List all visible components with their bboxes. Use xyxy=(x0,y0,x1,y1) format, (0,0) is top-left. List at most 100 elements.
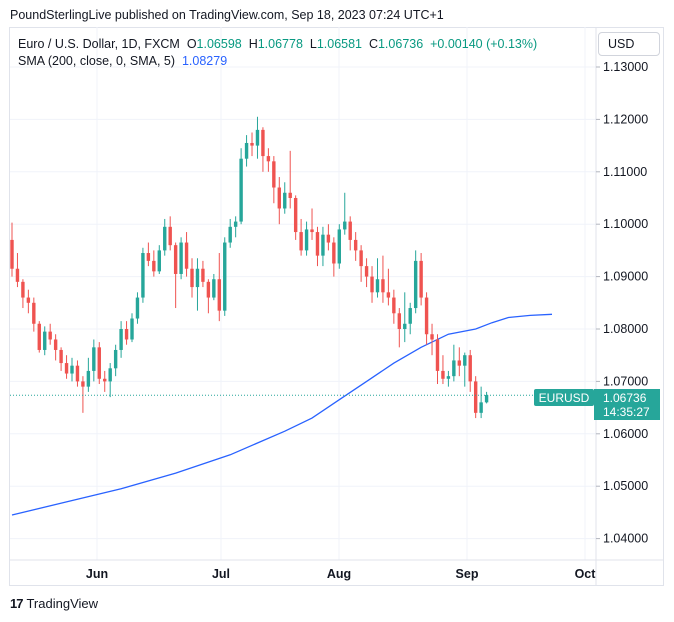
candle[interactable] xyxy=(70,357,74,382)
candle[interactable] xyxy=(261,127,265,172)
candle[interactable] xyxy=(283,182,287,214)
candle[interactable] xyxy=(168,216,172,251)
candle[interactable] xyxy=(435,334,440,385)
candle[interactable] xyxy=(119,321,123,358)
candle[interactable] xyxy=(364,258,369,288)
candle[interactable] xyxy=(113,344,118,377)
candle[interactable] xyxy=(484,391,489,404)
candle[interactable] xyxy=(206,279,211,314)
candle[interactable] xyxy=(130,313,134,343)
candle[interactable] xyxy=(272,156,276,204)
candle[interactable] xyxy=(184,232,189,277)
candle[interactable] xyxy=(381,255,385,303)
candle[interactable] xyxy=(288,150,292,209)
candle[interactable] xyxy=(255,116,260,159)
candle[interactable] xyxy=(250,132,254,157)
candle[interactable] xyxy=(403,292,407,343)
candle[interactable] xyxy=(190,258,194,298)
candle[interactable] xyxy=(97,342,101,385)
candle[interactable] xyxy=(223,237,227,316)
candle-body xyxy=(315,232,320,256)
candle[interactable] xyxy=(408,302,412,335)
candle[interactable] xyxy=(233,216,238,238)
candle[interactable] xyxy=(244,135,249,167)
candle[interactable] xyxy=(468,349,472,392)
candle[interactable] xyxy=(157,245,161,274)
candle[interactable] xyxy=(59,347,63,371)
candle[interactable] xyxy=(81,376,85,413)
candle[interactable] xyxy=(419,253,423,306)
tradingview-footer[interactable]: 17 TradingView xyxy=(10,596,98,611)
candle[interactable] xyxy=(15,253,20,288)
y-tick-label: 1.13000 xyxy=(603,60,648,74)
candle[interactable] xyxy=(26,289,31,314)
candle[interactable] xyxy=(353,232,358,261)
candle[interactable] xyxy=(413,250,418,314)
candle[interactable] xyxy=(277,177,281,225)
candle[interactable] xyxy=(32,297,36,332)
candle[interactable] xyxy=(10,222,14,277)
candle[interactable] xyxy=(64,355,69,379)
candle[interactable] xyxy=(266,148,271,172)
candle[interactable] xyxy=(201,260,205,288)
candle[interactable] xyxy=(441,355,445,385)
candle[interactable] xyxy=(179,237,183,280)
candle[interactable] xyxy=(53,334,58,361)
candle[interactable] xyxy=(146,242,151,267)
candle[interactable] xyxy=(299,218,303,256)
candle[interactable] xyxy=(457,347,462,377)
candle[interactable] xyxy=(228,218,232,248)
candle[interactable] xyxy=(473,376,478,419)
candle[interactable] xyxy=(326,224,331,251)
currency-button[interactable]: USD xyxy=(598,32,660,56)
candle[interactable] xyxy=(195,258,200,311)
candle[interactable] xyxy=(108,363,112,398)
candle[interactable] xyxy=(48,323,52,345)
candle[interactable] xyxy=(141,247,145,303)
candle[interactable] xyxy=(86,357,91,392)
candle[interactable] xyxy=(37,321,41,353)
candle[interactable] xyxy=(315,226,320,267)
candle[interactable] xyxy=(173,242,178,309)
candle[interactable] xyxy=(293,195,298,240)
candle[interactable] xyxy=(392,289,396,324)
candle[interactable] xyxy=(304,221,309,256)
symbol-legend-row[interactable]: Euro / U.S. Dollar, 1D, FXCM O1.06598 H1… xyxy=(18,36,537,53)
candle[interactable] xyxy=(75,360,80,387)
candle[interactable] xyxy=(452,344,456,382)
candle[interactable] xyxy=(321,226,325,267)
candle[interactable] xyxy=(479,386,483,419)
sma-legend-row[interactable]: SMA (200, close, 0, SMA, 5) 1.08279 xyxy=(18,53,537,70)
candle[interactable] xyxy=(43,326,47,356)
candle[interactable] xyxy=(124,321,129,345)
candle[interactable] xyxy=(163,218,167,256)
candle[interactable] xyxy=(430,323,434,356)
candle[interactable] xyxy=(332,237,336,277)
candle-body xyxy=(430,334,434,340)
candle[interactable] xyxy=(343,192,347,235)
candle[interactable] xyxy=(310,208,314,240)
candle[interactable] xyxy=(359,245,363,282)
candle[interactable] xyxy=(212,273,216,301)
candle[interactable] xyxy=(424,292,429,345)
candle[interactable] xyxy=(375,258,380,298)
sma-line[interactable] xyxy=(11,313,553,516)
candle[interactable] xyxy=(337,224,341,269)
candle[interactable] xyxy=(397,308,402,348)
candle[interactable] xyxy=(92,339,96,382)
candle[interactable] xyxy=(21,279,25,309)
candle[interactable] xyxy=(348,216,352,251)
x-tick-label: Jul xyxy=(212,567,230,581)
candle[interactable] xyxy=(239,148,243,225)
candle[interactable] xyxy=(446,370,451,387)
tradingview-logo-icon: 17 xyxy=(10,596,24,611)
candle[interactable] xyxy=(386,268,391,306)
candle[interactable] xyxy=(463,352,467,387)
candle[interactable] xyxy=(217,253,221,322)
candle[interactable] xyxy=(135,292,140,324)
candle[interactable] xyxy=(370,266,374,303)
candle[interactable] xyxy=(103,370,107,392)
candle[interactable] xyxy=(152,250,156,277)
symbol-tag-label: EURUSD xyxy=(539,391,590,405)
